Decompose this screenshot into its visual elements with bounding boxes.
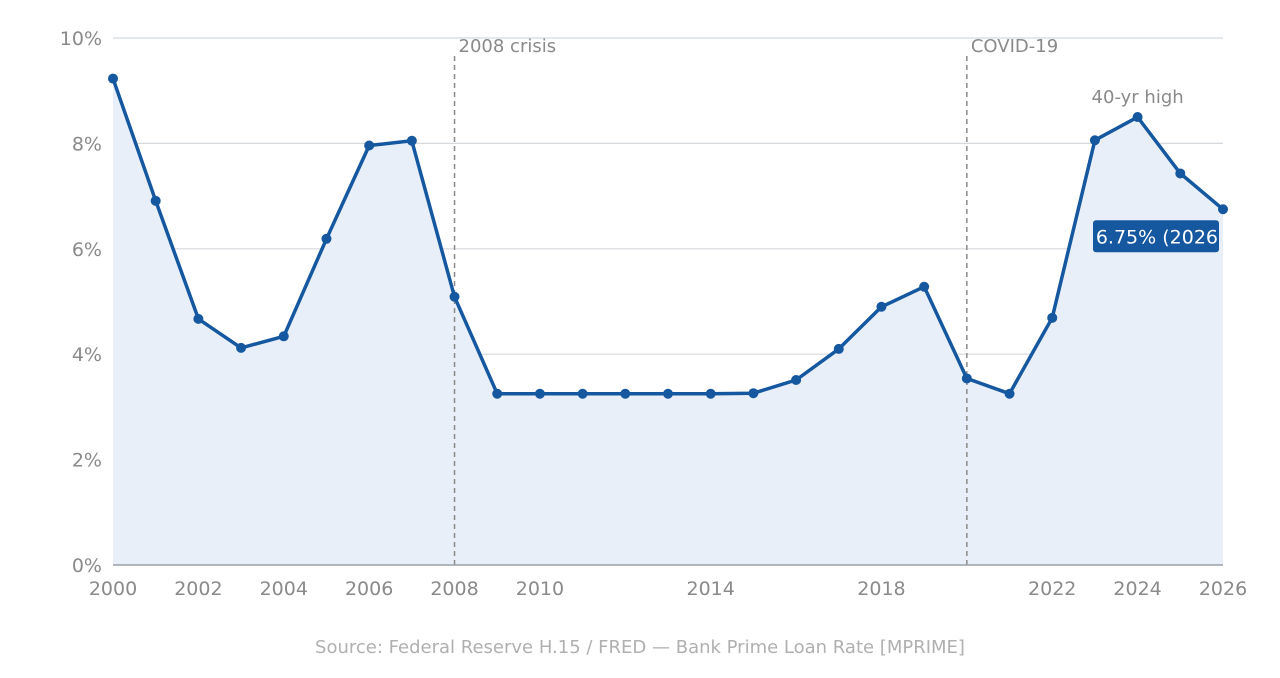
- value-callout: 6.75% (2026: [1093, 220, 1219, 253]
- data-point: [193, 313, 204, 324]
- data-point: [833, 343, 844, 354]
- annotations: 2008 crisis COVID-19 40-yr high 6.75% (2026: [459, 36, 1219, 253]
- callout-label: 6.75% (2026: [1096, 226, 1218, 248]
- peak-label: 40-yr high: [1092, 87, 1184, 108]
- data-point: [1089, 135, 1100, 146]
- x-tick-label: 2024: [1113, 578, 1161, 600]
- data-point: [150, 195, 161, 206]
- data-point: [1004, 388, 1015, 399]
- annotation-label: COVID-19: [971, 36, 1058, 57]
- data-point: [663, 388, 673, 399]
- prime-rate-chart: 0%2%4%6%8%10% 2000 2002 2004 2006 2008 2010 20…: [60, 28, 1247, 600]
- data-point: [364, 140, 375, 151]
- series-area: [113, 78, 1223, 565]
- y-tick-label: 6%: [72, 239, 102, 261]
- x-tick-label: 2000: [89, 578, 137, 600]
- data-point: [1175, 168, 1186, 179]
- source-note: Source: Federal Reserve H.15 / FRED — Ba…: [315, 637, 965, 658]
- data-point: [492, 388, 503, 399]
- x-tick-label: 2004: [260, 578, 308, 600]
- x-tick-label: 2002: [174, 578, 222, 600]
- data-point: [577, 388, 588, 399]
- data-point: [1218, 204, 1228, 215]
- x-tick-label: 2006: [345, 578, 393, 600]
- callout-box: [1093, 220, 1219, 253]
- x-tick-label: 2010: [516, 578, 564, 600]
- y-tick-label: 4%: [72, 344, 102, 366]
- y-tick-label: 2%: [72, 450, 102, 472]
- data-point: [406, 135, 417, 146]
- data-point: [236, 342, 247, 353]
- y-tick-label: 10%: [60, 28, 102, 50]
- x-tick-label: 2014: [687, 578, 735, 600]
- data-point: [620, 388, 631, 399]
- x-tick-label: 2008: [430, 578, 478, 600]
- y-axis-ticks: 0% 2% 4% 6% 8% 10%: [60, 28, 102, 577]
- data-point: [705, 388, 716, 399]
- data-point: [278, 331, 289, 342]
- data-point: [919, 281, 930, 292]
- data-point: [449, 291, 460, 302]
- x-tick-label: 2018: [857, 578, 905, 600]
- data-points: [108, 73, 1228, 399]
- annotation-lines: [453, 56, 968, 565]
- data-point: [748, 388, 759, 399]
- x-tick-label: 2026: [1199, 578, 1247, 600]
- y-tick-label: 8%: [72, 133, 102, 155]
- data-point: [1047, 312, 1058, 323]
- data-point: [876, 301, 887, 312]
- x-axis-ticks: 2000 2002 2004 2006 2008 2010 2014 2018 2022 2024…: [89, 578, 1247, 600]
- data-point: [791, 375, 802, 386]
- data-point: [108, 73, 118, 84]
- data-point: [534, 388, 545, 399]
- y-tick-label: 0%: [72, 555, 102, 577]
- data-point: [961, 373, 972, 384]
- data-point: [321, 233, 332, 244]
- x-tick-label: 2022: [1028, 578, 1076, 600]
- annotation-label: 2008 crisis: [459, 36, 557, 57]
- data-point: [1132, 112, 1143, 123]
